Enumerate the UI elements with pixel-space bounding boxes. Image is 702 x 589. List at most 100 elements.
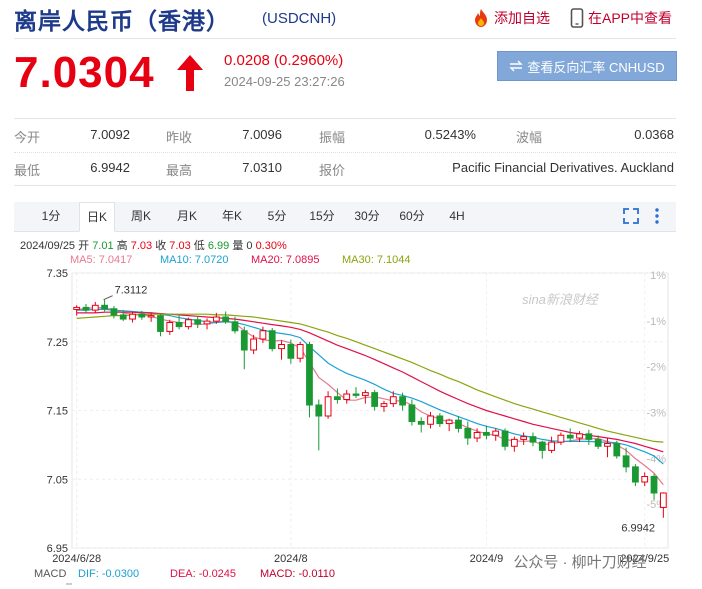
tab-1min[interactable]: 1分 xyxy=(41,209,61,223)
low-label: 最低 xyxy=(14,163,41,178)
macd-label: MACD xyxy=(34,568,67,580)
candle-body xyxy=(147,315,155,318)
pct-tick-label: -2% xyxy=(646,362,666,374)
annotation-label: 7.3112 xyxy=(115,285,148,297)
tab-daily[interactable]: 日K xyxy=(79,202,115,232)
candle-body xyxy=(632,466,639,483)
candle-body xyxy=(287,344,295,359)
low-value: 6.9942 xyxy=(90,160,130,175)
pct-tick-label: -1% xyxy=(646,316,666,328)
tab-30min[interactable]: 30分 xyxy=(354,209,380,223)
candle-body xyxy=(548,441,555,451)
open-value: 7.0092 xyxy=(90,127,130,142)
candle-body xyxy=(259,330,267,340)
candle-body xyxy=(641,476,649,483)
amplitude-value: 0.5243% xyxy=(424,127,476,142)
candle-body xyxy=(371,392,379,407)
candle-body xyxy=(483,432,490,436)
candle-body xyxy=(473,432,481,439)
high-label: 最高 xyxy=(166,163,193,178)
candle-body xyxy=(129,313,136,320)
fire-icon xyxy=(475,9,487,27)
candle-body xyxy=(659,492,667,508)
candle-body xyxy=(361,392,369,396)
candle-body xyxy=(194,319,202,325)
candle-body xyxy=(436,415,444,425)
candle-body xyxy=(594,438,602,447)
candle-body xyxy=(306,344,313,406)
price-change: 0.0208 (0.2960%) xyxy=(224,52,344,69)
high-value: 7.0310 xyxy=(242,160,282,175)
page-title: 离岸人民币（香港） xyxy=(14,8,230,34)
candle-body xyxy=(464,427,472,439)
candle-body xyxy=(501,430,509,447)
candle-body xyxy=(520,436,528,440)
candle-body xyxy=(585,433,593,440)
candle-body xyxy=(566,434,574,439)
candle-body xyxy=(427,415,434,425)
candle-body xyxy=(343,393,351,400)
up-arrow-icon xyxy=(177,55,203,91)
candle-body xyxy=(203,320,211,325)
candle-body xyxy=(101,304,108,310)
y-tick-label: 7.05 xyxy=(47,474,68,486)
ma-line-ma30 xyxy=(76,313,664,443)
candle-body xyxy=(510,438,518,447)
view-in-app-button[interactable]: 在APP中查看 xyxy=(570,8,672,28)
amplitude-label: 振幅 xyxy=(319,130,346,145)
tab-15min[interactable]: 15分 xyxy=(309,209,335,223)
candle-body xyxy=(73,306,81,310)
macd-dea: DEA: -0.0245 xyxy=(170,568,237,580)
phone-icon xyxy=(570,8,584,28)
ohlc-high: 7.03 xyxy=(130,240,153,252)
tab-60min[interactable]: 60分 xyxy=(399,209,425,223)
fullscreen-icon[interactable] xyxy=(622,207,640,225)
candle-body xyxy=(231,321,239,332)
ohlc-high-label: 高 xyxy=(116,240,128,252)
y-tick-label: 7.15 xyxy=(47,406,68,418)
candle-body xyxy=(352,393,360,396)
candle-body xyxy=(650,476,658,494)
tab-monthly[interactable]: 月K xyxy=(176,209,197,223)
footer-watermark: 公众号 · 柳叶刀财经 xyxy=(513,554,646,571)
legend-ma30: MA30: 7.1044 xyxy=(342,254,411,266)
legend-ma10: MA10: 7.0720 xyxy=(160,254,229,266)
tab-5min[interactable]: 5分 xyxy=(267,209,287,223)
candle-body xyxy=(529,436,537,443)
candle-body xyxy=(138,313,146,318)
pct-tick-label: 1% xyxy=(650,270,666,282)
more-menu-icon[interactable] xyxy=(652,207,662,225)
tab-4h[interactable]: 4H xyxy=(449,209,465,223)
reverse-rate-button[interactable]: 查看反向汇率 CNHUSD xyxy=(497,51,677,81)
swing-value: 0.0368 xyxy=(634,127,674,142)
candle-body xyxy=(557,434,565,443)
candle-body xyxy=(324,396,332,417)
symbol-code: (USDCNH) xyxy=(262,10,337,27)
candle-body xyxy=(417,421,425,425)
tab-yearly[interactable]: 年K xyxy=(221,209,242,223)
ohlc-volume: 0 xyxy=(246,240,253,252)
macd-value: MACD: -0.0110 xyxy=(260,568,335,580)
candle-body xyxy=(408,404,416,422)
candle-body xyxy=(445,419,453,425)
prev-close-value: 7.0096 xyxy=(242,127,282,142)
candle-body xyxy=(389,396,397,405)
candle-body xyxy=(604,443,611,447)
candle-body xyxy=(296,344,304,359)
ohlc-open-label: 开 xyxy=(78,240,90,252)
x-tick-label: 2024/6/28 xyxy=(52,553,101,565)
swap-arrows-icon xyxy=(509,60,524,72)
pct-tick-label: -3% xyxy=(646,408,666,420)
x-tick-label: 2024/9 xyxy=(470,553,504,565)
candle-body xyxy=(166,322,174,332)
tab-weekly[interactable]: 周K xyxy=(130,209,151,223)
ohlc-open: 7.01 xyxy=(92,240,114,252)
stats-table: 今开 7.0092 昨收 7.0096 振幅 0.5243% 波幅 0.0368… xyxy=(14,118,676,186)
add-watchlist-button[interactable]: 添加自选 xyxy=(472,8,550,28)
candle-body xyxy=(175,322,183,328)
candle-body xyxy=(278,344,285,350)
candle-body xyxy=(91,304,99,311)
x-tick-label: 2024/9/25 xyxy=(620,553,669,565)
candle-body xyxy=(622,455,630,468)
